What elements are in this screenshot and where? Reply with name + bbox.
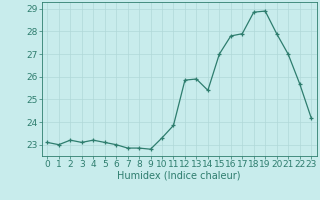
X-axis label: Humidex (Indice chaleur): Humidex (Indice chaleur): [117, 171, 241, 181]
